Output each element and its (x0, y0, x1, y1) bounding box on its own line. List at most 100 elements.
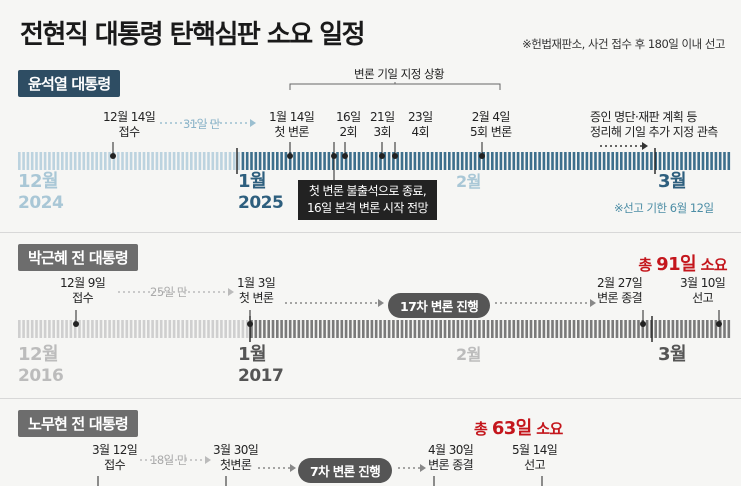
timeline-yoon-tick (177, 152, 180, 170)
timeline-park-tick (495, 320, 498, 338)
timeline-park-tick (30, 320, 34, 338)
timeline-park-tick (301, 320, 305, 338)
marker-yoon-h3 (379, 153, 385, 159)
timeline-park-tick (138, 320, 141, 338)
timeline-park-tick (478, 320, 481, 338)
timeline-yoon-tick (478, 152, 481, 170)
timeline-park-tick (142, 320, 146, 338)
deadline-yoon: ※선고 기한 6월 12일 (614, 201, 714, 215)
gap-yoon: 31일 만 (183, 117, 220, 131)
page-title: 전현직 대통령 탄핵심판 소요 일정 (20, 20, 366, 50)
timeline-yoon-tick (572, 152, 576, 170)
timeline-park-tick (215, 320, 219, 338)
arrow-roh-from-pill-head (420, 464, 426, 472)
timeline-park-tick (684, 320, 688, 338)
timeline-yoon-tick (276, 152, 279, 170)
event-yoon-future: 증인 명단·재판 계획 등 정리해 기일 추가 지정 관측 (590, 110, 718, 139)
timeline-park-tick (155, 320, 159, 338)
timeline-park-tick (297, 320, 301, 338)
timeline-yoon-tick (116, 152, 120, 170)
month-park-dec: 12월 (18, 344, 59, 365)
timeline-yoon-tick (383, 152, 387, 170)
timeline-yoon-tick (581, 152, 584, 170)
timeline-yoon-tick (159, 152, 163, 170)
timeline-yoon-tick (409, 152, 412, 170)
timeline-yoon-tick (452, 152, 455, 170)
year-park-2016: 2016 (18, 366, 64, 386)
timeline-yoon-tick (706, 152, 709, 170)
timeline-yoon-tick (650, 152, 653, 170)
event-yoon-hearing-2: 16일 2회 (336, 110, 361, 139)
timeline-park-tick (125, 320, 129, 338)
timeline-yoon-tick (301, 152, 305, 170)
timeline-park-tick (35, 320, 38, 338)
timeline-yoon-tick (267, 152, 270, 170)
timeline-park-tick (611, 320, 614, 338)
timeline-yoon-tick (185, 152, 189, 170)
timeline-yoon-tick (602, 152, 606, 170)
marker-yoon-received (110, 153, 116, 159)
timeline-park-tick (271, 320, 275, 338)
timeline-park-tick (104, 320, 107, 338)
timeline-yoon-tick (564, 152, 567, 170)
timeline-yoon-tick (280, 152, 283, 170)
timeline-yoon-tick (585, 152, 589, 170)
timeline-park-tick (491, 320, 494, 338)
timeline-park-tick (641, 320, 645, 338)
timeline-park-tick (159, 320, 163, 338)
timeline-yoon-tick (529, 152, 533, 170)
timeline-park-tick (168, 320, 172, 338)
timeline-yoon-tick (503, 152, 507, 170)
event-roh-verdict: 5월 14일 선고 (512, 443, 558, 472)
timeline-yoon-tick (108, 152, 111, 170)
timeline-park-tick (353, 320, 356, 338)
timeline-park-tick (185, 320, 189, 338)
event-roh-first-hearing: 3월 30일 첫변론 (213, 443, 259, 472)
total-roh: 총 63일 소요 (474, 418, 563, 439)
timeline-yoon-tick (331, 152, 335, 170)
timeline-park-tick (645, 320, 649, 338)
timeline-yoon-tick (190, 152, 193, 170)
timeline-yoon-tick (207, 152, 210, 170)
timeline-yoon-tick (172, 152, 176, 170)
timeline-park-tick (263, 320, 266, 338)
event-park-first-hearing: 1월 3일 첫 변론 (237, 276, 276, 305)
timeline-yoon-tick (439, 152, 442, 170)
timeline-yoon-tick (680, 152, 683, 170)
timeline-park-tick (637, 320, 640, 338)
month-yoon-jan: 1월 (238, 171, 267, 192)
timeline-yoon-tick (323, 152, 326, 170)
arrow-yoon-gap-head (250, 119, 256, 127)
timeline-yoon-tick (624, 152, 627, 170)
timeline-park-tick (276, 320, 279, 338)
timeline-yoon-tick (129, 152, 133, 170)
timeline-yoon-tick (211, 152, 215, 170)
timeline-yoon-tick (620, 152, 623, 170)
timeline-yoon-tick (293, 152, 296, 170)
timeline-yoon-tick (271, 152, 275, 170)
timeline-yoon-tick (194, 152, 197, 170)
timeline-park-tick (91, 320, 94, 338)
timeline-park-tick (624, 320, 627, 338)
timeline-park-tick (577, 320, 580, 338)
timeline-park-tick (555, 320, 559, 338)
timeline-yoon-tick (220, 152, 223, 170)
timeline-park-tick (198, 320, 202, 338)
timeline-yoon-tick (555, 152, 559, 170)
timeline-yoon-tick (723, 152, 726, 170)
timeline-yoon-tick (125, 152, 129, 170)
timeline-yoon-tick (658, 152, 662, 170)
timeline-park-tick (632, 320, 636, 338)
timeline-park-tick (710, 320, 713, 338)
timeline-yoon-tick (353, 152, 356, 170)
timeline-yoon-tick (61, 152, 64, 170)
timeline-yoon-tick (718, 152, 722, 170)
timeline-yoon-tick (134, 152, 137, 170)
event-park-end: 2월 27일 변론 종결 (597, 276, 643, 305)
event-yoon-first-hearing: 1월 14일 첫 변론 (269, 110, 315, 139)
timeline-yoon-tick (288, 152, 292, 170)
timeline-park (18, 310, 731, 342)
timeline-yoon-tick (559, 152, 563, 170)
timeline-park-tick (508, 320, 511, 338)
timeline-yoon-tick (18, 152, 21, 170)
